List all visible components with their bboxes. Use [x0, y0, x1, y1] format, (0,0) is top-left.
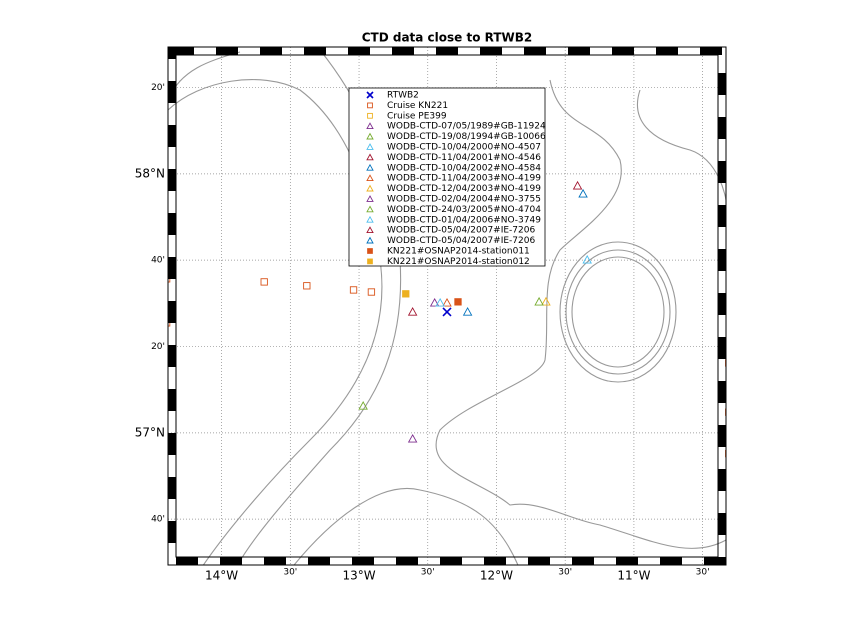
chart-title: CTD data close to RTWB2	[362, 31, 533, 45]
legend-box	[348, 87, 546, 267]
x-tick-label: 14°W	[205, 569, 238, 583]
y-tick-label: 40'	[151, 515, 165, 525]
x-tick-label: 30'	[283, 568, 297, 578]
marker-triangle	[582, 254, 592, 264]
marker-triangle	[435, 297, 445, 307]
marker-triangle	[366, 132, 374, 140]
x-tick-label: 13°W	[342, 569, 375, 583]
legend-label: KN221#OSNAP2014-station011	[387, 247, 530, 257]
frame-inner	[175, 54, 719, 558]
legend-label: WODB-CTD-11/04/2001#NO-4546	[387, 153, 541, 163]
marker-square	[303, 282, 311, 290]
marker-triangle	[534, 296, 544, 306]
legend-label: WODB-CTD-10/04/2002#NO-4584	[387, 163, 541, 173]
contour	[565, 249, 671, 375]
marker-square	[367, 288, 376, 296]
legend-label: WODB-CTD-02/04/2004#NO-3755	[387, 195, 541, 205]
marker-triangle	[366, 195, 374, 202]
y-tick-label: 20'	[151, 342, 165, 352]
marker-square	[367, 102, 373, 109]
marker-triangle	[366, 174, 374, 182]
x-tick-label: 30'	[696, 568, 710, 578]
x-tick-label: 12°W	[480, 569, 513, 583]
marker-square	[725, 449, 726, 458]
marker-triangle	[541, 296, 551, 306]
legend-label: WODB-CTD-01/04/2006#NO-3749	[387, 215, 541, 225]
marker-triangle	[366, 163, 374, 171]
marker-triangle	[572, 180, 583, 190]
marker-x	[442, 307, 452, 317]
contour	[435, 79, 726, 549]
legend-label: WODB-CTD-11/04/2003#NO-4199	[387, 174, 541, 184]
marker-square	[725, 408, 726, 416]
marker-square	[367, 112, 373, 119]
marker-triangle	[358, 401, 368, 410]
marker-triangle	[366, 236, 374, 244]
marker-square	[367, 248, 373, 254]
legend-label: Cruise PE399	[387, 111, 447, 121]
marker-triangle	[407, 433, 418, 443]
y-tick-label: 58°N	[135, 166, 165, 180]
legend-label: WODB-CTD-05/04/2007#IE-7206	[387, 236, 535, 246]
contour	[636, 89, 726, 201]
marker-triangle	[578, 188, 588, 198]
marker-square	[260, 278, 268, 286]
marker-triangle	[366, 205, 374, 213]
frame-outer	[167, 46, 727, 566]
marker-triangle	[366, 226, 374, 234]
legend-label: WODB-CTD-05/04/2007#IE-7206	[387, 226, 535, 236]
legend-label: WODB-CTD-12/04/2003#NO-4199	[387, 184, 541, 194]
marker-triangle	[429, 297, 440, 307]
marker-triangle	[366, 122, 374, 130]
marker-square	[349, 286, 358, 294]
contour	[571, 256, 665, 368]
marker-square	[367, 258, 373, 265]
marker-x	[366, 91, 374, 99]
frame-band	[168, 47, 726, 565]
y-tick-label: 20'	[151, 83, 165, 93]
frame	[167, 46, 727, 566]
marker-triangle	[442, 297, 452, 307]
marker-triangle	[407, 307, 418, 316]
legend-label: RTWB2	[387, 91, 419, 101]
marker-square	[725, 359, 726, 367]
legend-label: WODB-CTD-19/08/1994#GB-10066	[387, 132, 546, 142]
legend-label: KN221#OSNAP2014-station012	[387, 257, 530, 267]
legend-label: WODB-CTD-10/04/2000#NO-4507	[387, 143, 541, 153]
x-tick-label: 11°W	[617, 569, 650, 583]
marker-triangle	[366, 153, 374, 161]
x-tick-label: 30'	[421, 568, 435, 578]
legend-label: Cruise KN221	[387, 101, 448, 111]
marker-triangle	[366, 143, 374, 150]
marker-square	[402, 290, 410, 298]
marker-triangle	[462, 307, 473, 316]
marker-triangle	[366, 184, 374, 192]
legend-label: WODB-CTD-24/03/2005#NO-4704	[387, 205, 541, 215]
legend-label: WODB-CTD-07/05/1989#GB-11924	[387, 122, 546, 132]
y-tick-label: 57°N	[135, 425, 165, 439]
x-tick-label: 30'	[558, 568, 572, 578]
marker-triangle	[366, 215, 374, 223]
marker-square	[454, 298, 462, 306]
y-tick-label: 40'	[151, 256, 165, 266]
contour	[559, 241, 677, 383]
